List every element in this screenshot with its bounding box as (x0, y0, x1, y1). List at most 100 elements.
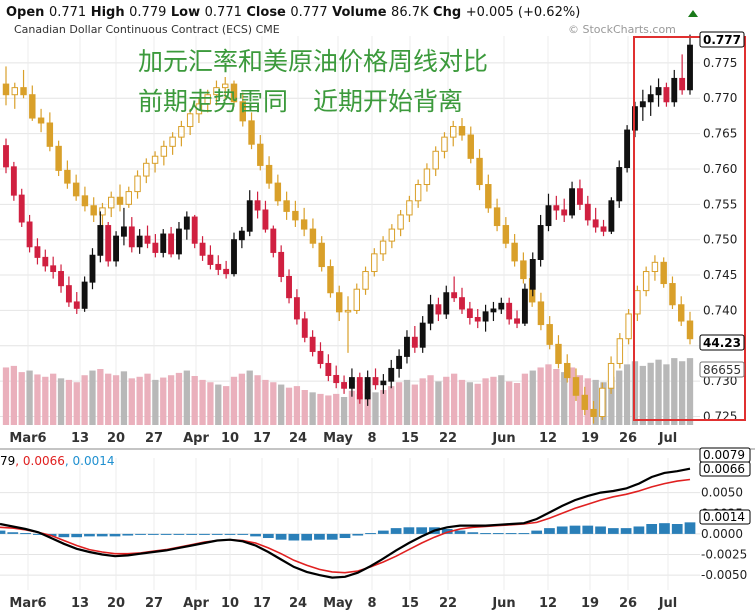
candle-body (178, 126, 185, 138)
candle-body (336, 292, 343, 313)
volume-bar (2, 367, 10, 425)
price-x-tick-label: 20 (107, 431, 125, 446)
volume-bar (616, 370, 623, 425)
volume-bar (325, 395, 332, 425)
candle-body (521, 288, 528, 324)
candle-body (432, 150, 439, 170)
macd-histogram-bar (224, 533, 236, 535)
volume-bar (97, 369, 104, 425)
volume-bar (81, 375, 88, 425)
price-gridlines (0, 36, 700, 425)
volume-bar (285, 387, 293, 425)
candle-body (651, 261, 659, 273)
volume-bar (120, 371, 128, 425)
price-x-tick-label: Jul (658, 431, 678, 446)
candle-body (248, 120, 255, 145)
candle-body (207, 254, 214, 265)
candle-body (663, 87, 670, 103)
volume-bar (293, 386, 301, 425)
candle-body (274, 182, 282, 202)
candle-body (564, 362, 571, 379)
annotation-line-2: 前期走势雷同 近期开始背离 (138, 87, 463, 116)
macd-histogram-bar (211, 533, 223, 535)
price-right-labels: 0.777 44.23 86655 (699, 31, 745, 378)
macd-x-tick-label: 15 (401, 596, 419, 611)
volume-bar (537, 367, 544, 425)
header-value: 86.7K (391, 5, 429, 20)
candle-body (278, 251, 285, 277)
macd-histogram-bar (250, 533, 261, 537)
candle-body (660, 261, 667, 285)
volume-bar (663, 364, 670, 425)
macd-right-value-label: 0.0066 (703, 462, 745, 476)
candle-body (26, 221, 33, 248)
macd-histogram-bar (646, 524, 658, 534)
candle-body (553, 205, 560, 211)
price-x-tick-label: 8 (367, 431, 376, 446)
watermark: © StockCharts.com (568, 23, 676, 36)
candle-body (607, 362, 615, 389)
candle-body (55, 145, 62, 171)
macd-histogram-bar (582, 525, 594, 534)
candle-body (584, 203, 591, 221)
macd-histogram-bar (390, 528, 402, 534)
macd-right-value-label: 0.0079 (703, 448, 745, 462)
candle-body (511, 242, 518, 262)
candle-body (199, 242, 206, 256)
macd-histogram-bar (531, 530, 543, 534)
price-x-tick-label: 12 (539, 431, 557, 446)
volume-bar (482, 378, 489, 425)
macd-histogram-bar (518, 533, 530, 535)
volume-bar (529, 370, 536, 425)
volume-bar (348, 390, 356, 425)
candle-body (50, 265, 57, 273)
volume-bar (183, 370, 190, 425)
macd-histogram-bar (569, 525, 581, 534)
candle-body (356, 377, 363, 400)
candle-body (686, 320, 694, 340)
candle-body (113, 235, 120, 262)
candle-body (520, 260, 527, 280)
macd-histogram-bar (20, 533, 31, 535)
volume-bar (222, 386, 230, 425)
macd-x-tick-label: Jul (658, 596, 678, 611)
candle-body (64, 169, 71, 184)
candle-body (191, 216, 198, 244)
candle-body (561, 209, 568, 216)
macd-histogram-bar (96, 533, 108, 537)
volume-bar (238, 373, 246, 425)
candle-body (120, 226, 127, 237)
volume-bar (50, 373, 57, 425)
macd-histogram-bar (607, 528, 619, 534)
candle-body (353, 288, 360, 311)
macd-x-axis: Mar6 13 20 27 Apr 10 17 24 May 8 15 22 Jun 12 19 26 Jul (9, 596, 677, 611)
macd-x-tick-label: 20 (107, 596, 125, 611)
candle-body (545, 205, 552, 227)
macd-right-value-box (699, 509, 751, 525)
macd-histogram-bar (7, 532, 19, 534)
right-value-label: 0.777 (703, 33, 741, 47)
candle-body (616, 338, 624, 364)
candle-body (642, 271, 650, 292)
candle-body (160, 145, 168, 157)
candle-body (537, 225, 544, 260)
candle-body (404, 336, 410, 357)
candle-body (309, 228, 317, 244)
macd-line (0, 467, 691, 579)
right-value-label: 86655 (703, 363, 741, 377)
candle-body (441, 136, 448, 152)
macd-x-tick-label: 12 (539, 596, 557, 611)
volume-bar (270, 382, 277, 425)
volume-bar (356, 393, 363, 425)
candle-body (257, 143, 264, 166)
candle-body (72, 182, 80, 197)
candle-body (186, 113, 194, 128)
candle-body (388, 367, 395, 382)
candle-body (134, 175, 141, 193)
candle-body (411, 336, 418, 348)
highlight-box (633, 36, 746, 421)
candle-body (262, 209, 269, 230)
volume-bar (105, 373, 112, 425)
